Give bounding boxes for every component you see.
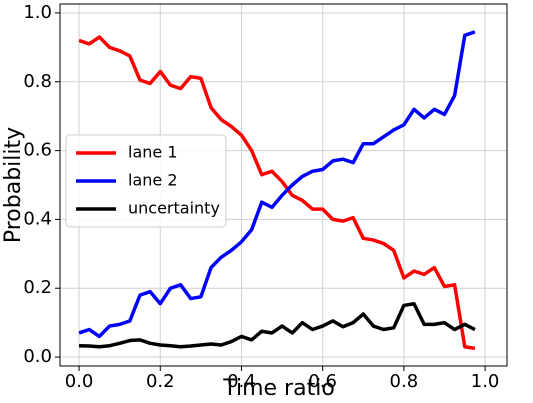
x-tick-label: 0.2: [146, 371, 175, 392]
y-tick-label: 0.0: [23, 346, 52, 367]
line-series: [78, 30, 476, 339]
x-tick-label: 0.8: [390, 371, 419, 392]
legend-label: lane 1: [128, 143, 178, 162]
line-series: [78, 35, 476, 351]
y-axis-label: Probability: [1, 127, 26, 243]
x-tick-label: 1.0: [471, 371, 500, 392]
plot-frame: [59, 3, 508, 367]
line-series: [79, 301, 476, 349]
x-axis-label: Time ratio: [222, 376, 335, 401]
legend-label: lane 2: [128, 171, 178, 190]
x-tick-label: 0.0: [65, 371, 94, 392]
y-tick-label: 0.4: [23, 208, 52, 229]
y-tick-label: 0.8: [23, 71, 52, 92]
y-tick-label: 0.6: [23, 140, 52, 161]
legend-box: [65, 134, 227, 228]
x-tick-label: 0.4: [227, 371, 256, 392]
x-tick-label: 0.6: [308, 371, 337, 392]
y-tick-label: 1.0: [23, 2, 52, 23]
y-tick-label: 0.2: [23, 277, 52, 298]
legend-label: uncertainty: [128, 199, 220, 218]
